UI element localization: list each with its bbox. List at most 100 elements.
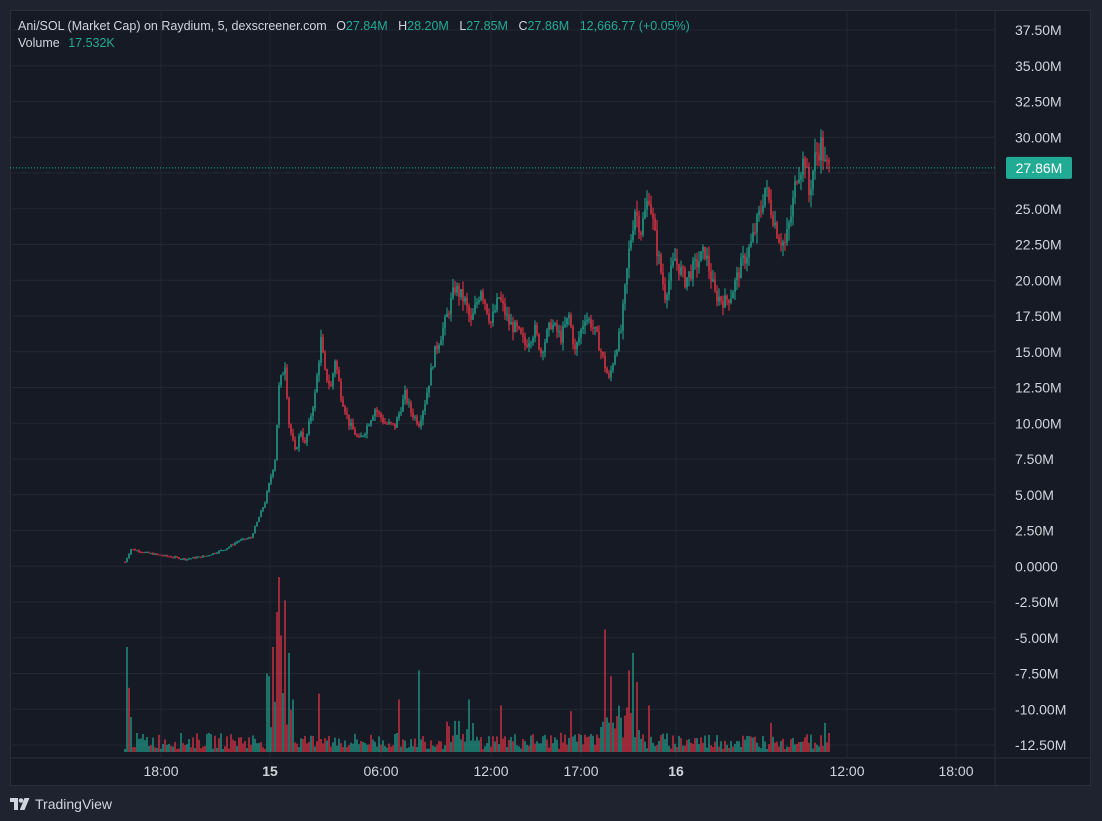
volume-bar (608, 722, 610, 752)
volume-bar (370, 734, 372, 752)
high-key: H (398, 19, 408, 33)
candle-body (508, 314, 510, 325)
volume-bar (248, 737, 250, 752)
price-chart[interactable]: 37.50M35.00M32.50M30.00M27.50M25.00M22.5… (10, 10, 1091, 786)
volume-bar (138, 739, 140, 752)
candle-body (200, 556, 202, 558)
volume-bar (420, 739, 422, 752)
candle-body (450, 297, 452, 315)
candle-body (484, 299, 486, 305)
candle-body (322, 337, 324, 353)
candle-body (344, 406, 346, 413)
volume-bar (686, 740, 688, 752)
candle-body (598, 331, 600, 351)
volume-bar (768, 744, 770, 752)
time-tick-label: 06:00 (363, 763, 398, 779)
volume-bar (632, 652, 634, 752)
volume-bar (698, 744, 700, 752)
candle-body (130, 549, 132, 555)
candle-body (242, 538, 244, 540)
volume-bar (250, 744, 252, 752)
candle-body (228, 546, 230, 549)
volume-bar (654, 746, 656, 752)
candle-body (410, 402, 412, 413)
volume-bar (424, 741, 426, 752)
volume-bar (400, 746, 402, 752)
candle-body (710, 271, 712, 282)
candle-body (798, 179, 800, 183)
volume-bar (820, 735, 822, 752)
candle-body (492, 311, 494, 324)
volume-bar (616, 716, 618, 752)
volume-bar (340, 743, 342, 752)
volume-bar (148, 745, 150, 752)
price-tick-label: 35.00M (1015, 58, 1062, 74)
price-tick-label: 25.00M (1015, 201, 1062, 217)
candle-body (546, 329, 548, 343)
volume-bar (680, 738, 682, 752)
candle-body (808, 167, 810, 195)
candle-body (770, 199, 772, 216)
volume-bar (710, 745, 712, 752)
symbol-title[interactable]: Ani/SOL (Market Cap) on Raydium, 5, dexs… (18, 19, 327, 33)
candle-body (348, 414, 350, 426)
volume-bar (156, 748, 158, 752)
chart-legend: Ani/SOL (Market Cap) on Raydium, 5, dexs… (18, 18, 697, 52)
volume-bar (318, 693, 320, 752)
volume-bar (254, 738, 256, 752)
volume-bar (164, 739, 166, 752)
volume-bar (778, 746, 780, 752)
volume-bar (626, 707, 628, 752)
candle-body (162, 555, 164, 557)
candle-body (582, 325, 584, 330)
volume-bar (262, 747, 264, 752)
volume-bar (620, 717, 622, 752)
candle-body (744, 255, 746, 264)
volume-bar (524, 740, 526, 752)
candle-body (222, 550, 224, 552)
time-axis[interactable]: 18:00 15 06:00 12:00 17:00 16 12:00 18:00 (143, 763, 973, 779)
time-tick-label: 15 (262, 763, 278, 779)
volume-bar (434, 746, 436, 752)
candle-body (388, 422, 390, 424)
volume-bar (242, 743, 244, 752)
volume-bar (166, 744, 168, 752)
volume-bar (784, 749, 786, 752)
candle-body (784, 241, 786, 243)
price-axis[interactable]: 37.50M35.00M32.50M30.00M27.50M25.00M22.5… (1015, 22, 1066, 753)
candle-body (306, 434, 308, 443)
candle-body (326, 369, 328, 381)
candle-body (824, 159, 826, 161)
candle-body (168, 556, 170, 558)
candle-body (308, 421, 310, 435)
volume-bar (514, 734, 516, 752)
volume-bar (408, 747, 410, 752)
volume-bar (482, 749, 484, 752)
candle-body (192, 557, 194, 559)
candle-body (236, 541, 238, 543)
volume-bar (392, 745, 394, 752)
candle-body (622, 303, 624, 331)
candle-body (470, 315, 472, 320)
low-value: 27.85M (466, 19, 508, 33)
volume-bar (576, 741, 578, 752)
volume-bar (610, 676, 612, 752)
volume-bar (212, 748, 214, 752)
volume-bar (322, 743, 324, 752)
candle-body (232, 544, 234, 546)
volume-bar (458, 720, 460, 752)
volume-bar (238, 737, 240, 752)
candle-body (560, 331, 562, 343)
candle-body (518, 326, 520, 329)
candle-body (330, 384, 332, 387)
volume-bar (754, 736, 756, 752)
volume-bar (468, 699, 470, 752)
candle-body (578, 337, 580, 343)
volume-bar (688, 739, 690, 752)
volume-bar (662, 733, 664, 752)
candle-body (772, 215, 774, 226)
volume-bar (132, 747, 134, 752)
time-tick-label: 16 (668, 763, 684, 779)
candle-body (730, 298, 732, 303)
tradingview-brand[interactable]: TradingView (10, 796, 112, 812)
